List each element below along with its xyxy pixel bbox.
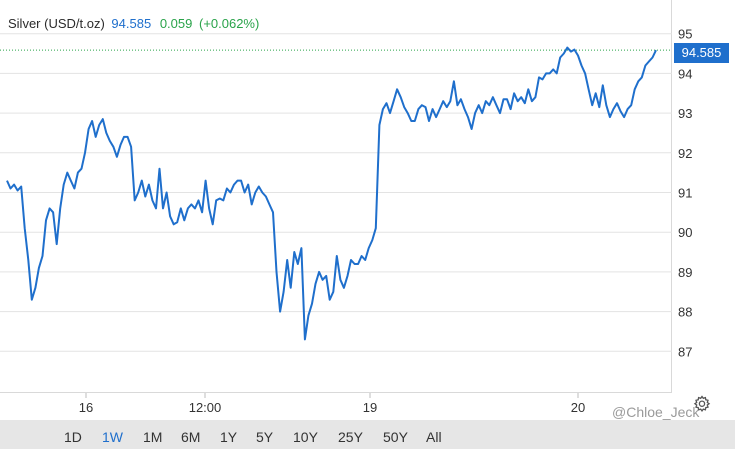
watermark-text: @Chloe_Jeck — [612, 404, 700, 420]
price-value: 94.585 — [111, 16, 152, 31]
last-value-badge: 94.585 — [674, 43, 729, 63]
change-value: 0.059 — [159, 16, 193, 31]
range-tab-all[interactable]: All — [426, 429, 442, 445]
x-axis: 16 12:00 19 20 — [79, 393, 585, 415]
range-tab-6m[interactable]: 6M — [181, 429, 201, 445]
range-tab-25y[interactable]: 25Y — [338, 429, 363, 445]
y-tick-label: 87 — [678, 344, 692, 359]
y-tick-label: 93 — [678, 106, 692, 121]
gear-icon[interactable] — [692, 394, 712, 414]
y-tick-label: 92 — [678, 146, 692, 161]
range-tab-1w[interactable]: 1W — [102, 429, 123, 445]
x-tick-label: 12:00 — [189, 400, 222, 415]
change-percent: (+0.062%) — [198, 16, 260, 31]
range-tab-10y[interactable]: 10Y — [293, 429, 318, 445]
y-tick-label: 94 — [678, 66, 692, 81]
grid-lines — [0, 33, 672, 352]
range-tab-1m[interactable]: 1M — [143, 429, 163, 445]
y-tick-label: 91 — [678, 186, 692, 201]
y-axis: 87 88 89 90 91 92 93 94 95 — [678, 27, 692, 360]
x-tick-label: 19 — [363, 400, 377, 415]
y-tick-label: 89 — [678, 265, 692, 280]
x-tick-label: 20 — [571, 400, 585, 415]
range-tab-5y[interactable]: 5Y — [256, 429, 274, 445]
range-tab-50y[interactable]: 50Y — [383, 429, 408, 445]
range-selector-bar: 1D 1W 1M 6M 1Y 5Y 10Y 25Y 50Y All — [0, 420, 735, 449]
y-tick-label: 90 — [678, 225, 692, 240]
x-tick-label: 16 — [79, 400, 93, 415]
range-tab-1d[interactable]: 1D — [64, 429, 82, 445]
chart-header: Silver (USD/t.oz) 94.585 0.059 (+0.062%) — [8, 16, 259, 31]
range-tab-1y[interactable]: 1Y — [220, 429, 238, 445]
series-layer — [6, 46, 657, 341]
plot-area — [0, 0, 672, 393]
series-line — [6, 46, 657, 341]
y-tick-label: 88 — [678, 305, 692, 320]
symbol-label: Silver (USD/t.oz) — [8, 16, 105, 31]
y-tick-label: 95 — [678, 27, 692, 42]
